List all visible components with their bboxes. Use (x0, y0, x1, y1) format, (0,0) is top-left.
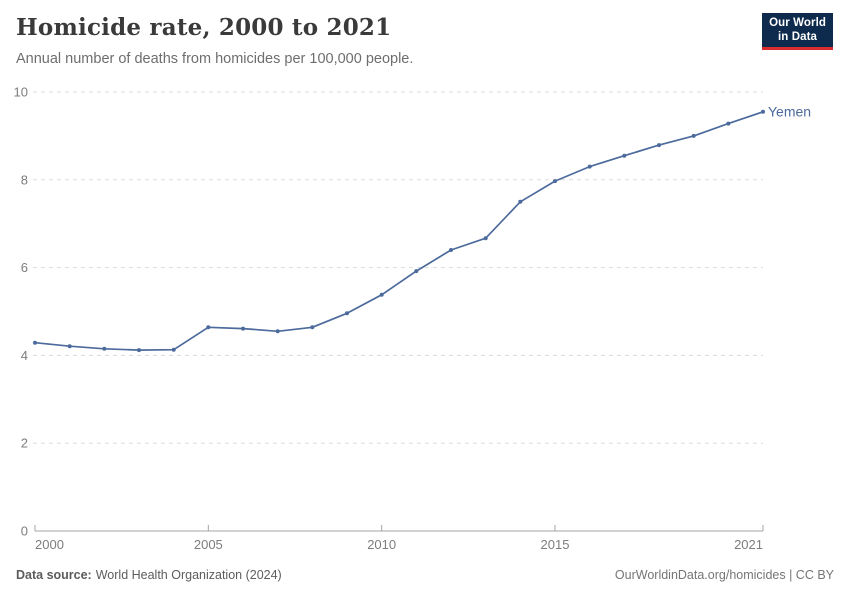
data-point-yemen-2012[interactable] (449, 248, 453, 252)
chart-footer: Data source: World Health Organization (2… (16, 568, 834, 582)
data-point-yemen-2014[interactable] (518, 199, 523, 204)
y-tick-label-10: 10 (14, 85, 28, 100)
owid-logo-line2: in Data (778, 30, 818, 43)
data-point-yemen-2020[interactable] (726, 121, 731, 126)
y-tick-label-2: 2 (21, 436, 28, 451)
data-point-yemen-2019[interactable] (691, 133, 696, 138)
data-point-yemen-2008[interactable] (310, 325, 315, 330)
data-line-yemen[interactable] (34, 110, 764, 351)
attribution-link[interactable]: OurWorldinData.org/homicides | CC BY (614, 568, 834, 582)
x-tick-label-2015: 2015 (541, 537, 570, 552)
data-point-yemen-2015[interactable] (553, 179, 557, 184)
data-point-yemen-2017[interactable] (622, 153, 627, 158)
data-point-yemen-2007[interactable] (275, 329, 280, 334)
series-label-yemen[interactable]: Yemen (768, 103, 811, 119)
data-point-yemen-2016[interactable] (587, 164, 592, 169)
data-point-yemen-2000[interactable] (33, 340, 37, 345)
data-source: Data source: World Health Organization (2… (16, 568, 282, 582)
data-point-yemen-2002[interactable] (102, 346, 107, 351)
data-point-yemen-2009[interactable] (345, 311, 349, 316)
chart-subtitle: Annual number of deaths from homicides p… (16, 51, 414, 67)
data-source-label: Data source: (16, 568, 92, 582)
y-tick-label-6: 6 (21, 260, 28, 275)
page-title: Homicide rate, 2000 to 2021 (16, 14, 392, 41)
x-tick-label-2005: 2005 (194, 537, 223, 552)
data-point-yemen-2011[interactable] (414, 269, 419, 274)
data-point-yemen-2006[interactable] (241, 326, 245, 331)
x-tick-label-2000: 2000 (35, 537, 64, 552)
data-point-yemen-2003[interactable] (137, 348, 141, 353)
owid-logo-line1: Our World (769, 17, 826, 29)
y-tick-label-8: 8 (21, 172, 28, 187)
y-tick-label-0: 0 (21, 524, 28, 539)
data-point-yemen-2005[interactable] (206, 325, 211, 330)
x-tick-label-2010: 2010 (367, 537, 396, 552)
y-tick-label-4: 4 (21, 348, 28, 363)
data-point-yemen-2010[interactable] (379, 292, 384, 297)
data-point-yemen-2021[interactable] (761, 109, 765, 114)
data-point-yemen-2001[interactable] (67, 344, 72, 349)
data-point-yemen-2018[interactable] (657, 143, 661, 148)
x-tick-label-2021: 2021 (734, 537, 763, 552)
owid-logo[interactable]: Our World in Data (762, 13, 833, 50)
data-source-value: World Health Organization (2024) (95, 568, 282, 582)
data-point-yemen-2013[interactable] (483, 236, 488, 241)
data-point-yemen-2004[interactable] (171, 347, 176, 352)
